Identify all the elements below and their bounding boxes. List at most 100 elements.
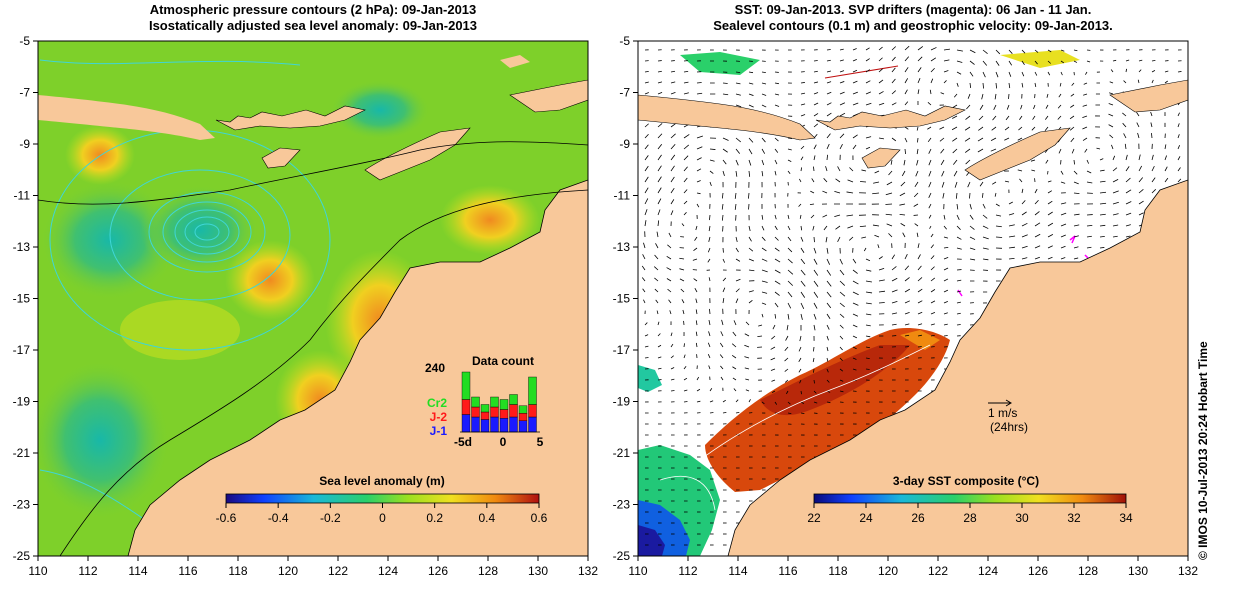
right-colorbar-ticks: 22 24 26 28 30 32 34 [807,503,1133,525]
lon-tick-label: 112 [78,564,97,578]
inset-x-label: 5 [537,435,544,449]
inset-bar-j1 [471,416,480,433]
lat-tick-label: -7 [619,86,630,100]
sla-low-blob [330,80,430,140]
lat-tick-label: -25 [613,549,631,563]
right-title-line1: SST: 09-Jan-2013. SVP drifters (magenta)… [734,2,1092,17]
inset-bar-j2 [490,406,499,418]
right-colorbar [813,493,1127,504]
right-map [638,41,1188,556]
sla-high-blob [120,300,240,360]
lat-tick-label: -7 [19,86,30,100]
colorbar-tick-label: -0.2 [320,511,341,525]
sst-yellow-spot [1000,50,1080,68]
inset-legend-label: Cr2 [427,396,447,410]
lat-tick-label: -5 [619,34,630,48]
lon-tick-label: 130 [1128,564,1148,578]
inset-bar-j1 [509,416,518,433]
sla-high-blob [440,185,540,255]
inset-bar-j2 [480,411,490,420]
wetar-land [1109,79,1188,113]
inset-bar-j2 [461,399,471,415]
colorbar-tick-label: 28 [963,511,977,525]
inset-bar-cr2 [499,399,509,410]
lesser-sunda-land [815,105,966,131]
lon-tick-label: 128 [1078,564,1098,578]
lesser-sunda-land [215,105,366,131]
lat-tick-label: -23 [613,498,631,512]
lat-tick-label: -11 [14,189,31,203]
colorbar-tick-label: 0.2 [426,511,443,525]
right-colorbar-label: 3-day SST composite (°C) [893,474,1039,488]
lon-tick-label: 118 [228,564,247,578]
colorbar-tick-label: 26 [911,511,925,525]
right-title-line2: Sealevel contours (0.1 m) and geostrophi… [713,18,1113,33]
lat-tick-label: -23 [13,498,31,512]
java-land [38,41,215,140]
colorbar-tick-label: 30 [1015,511,1029,525]
timor-land [364,127,471,181]
sla-low-blob [140,185,260,275]
sla-low-blob [38,360,170,520]
colorbar-tick-label: 0.4 [478,511,495,525]
inset-bar-cr2 [518,405,528,414]
lon-tick-label: 116 [178,564,197,578]
lon-tick-label: 110 [628,564,647,578]
lat-tick-label: -9 [19,137,30,151]
lon-tick-label: 120 [878,564,898,578]
lat-tick-label: -15 [13,292,31,306]
colorbar-tick-label: 32 [1067,511,1081,525]
sst-warm-patch [705,328,950,492]
java-land [638,41,816,141]
island-land [500,55,530,68]
drifter-track [824,65,899,79]
inset-bar-j1 [528,416,537,433]
inset-bar-cr2 [480,404,490,413]
lon-tick-label: 128 [478,564,498,578]
inset-legend-label: J-1 [430,424,448,438]
lon-tick-label: 122 [928,564,948,578]
lon-tick-label: 126 [1028,564,1048,578]
left-map [38,41,588,556]
sumba-land [261,147,301,169]
lon-tick-label: 126 [428,564,448,578]
lon-tick-label: 122 [328,564,348,578]
lon-tick-label: 132 [578,564,598,578]
inset-bar-cr2 [471,396,480,408]
wetar-land [509,79,588,113]
sst-cool-spot [638,365,662,392]
velocity-scale-arrowhead [1005,399,1012,407]
inset-x-label: 0 [500,435,507,449]
lat-tick-label: -9 [619,137,630,151]
lon-tick-label: 110 [28,564,47,578]
inset-bar-j1 [461,414,471,433]
colorbar-tick-label: 24 [859,511,873,525]
lon-tick-label: 116 [778,564,797,578]
lon-tick-label: 130 [528,564,548,578]
velocity-scale-label: 1 m/s [988,406,1017,420]
credit-text: © IMOS 10-Jul-2013 20:24 Hobart Time [1196,341,1210,560]
lon-tick-label: 118 [828,564,847,578]
inset-bar-j1 [499,418,509,433]
lon-tick-label: 114 [728,564,747,578]
lat-tick-label: -17 [13,343,31,357]
colorbar-tick-label: 0.6 [531,511,548,525]
colorbar-tick-label: 22 [807,511,821,525]
lon-tick-label: 124 [378,564,398,578]
colorbar-tick-label: 34 [1119,511,1133,525]
inset-bar-j2 [509,404,518,418]
inset-bar-j2 [518,413,528,421]
timor-land [964,127,1071,181]
lat-tick-label: -13 [13,240,31,254]
sst-green-spot [680,52,760,75]
inset-bars [461,371,537,433]
left-colorbar [225,493,540,504]
bathymetry-lines [38,141,588,556]
lon-tick-label: 132 [1178,564,1198,578]
left-colorbar-label: Sea level anomaly (m) [319,474,444,488]
lat-tick-label: -19 [613,395,631,409]
left-title-line1: Atmospheric pressure contours (2 hPa): 0… [149,2,477,17]
lat-tick-label: -15 [613,292,631,306]
